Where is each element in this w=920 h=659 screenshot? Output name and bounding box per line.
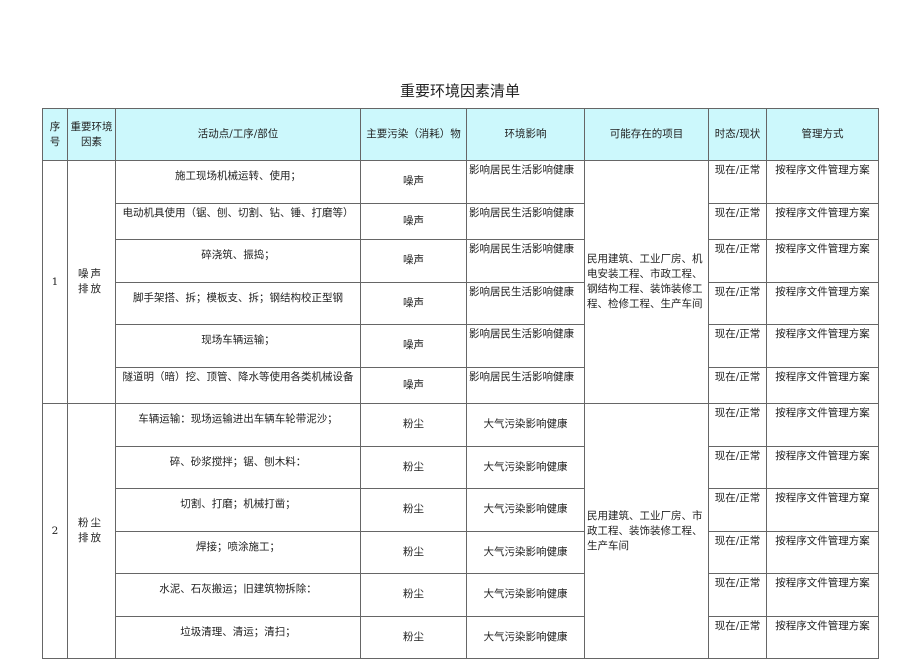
activity-cell: 焊接；喷涂施工；: [115, 530, 361, 574]
projects-cell: 民用建筑、工业厂房、市政工程、装饰装修工程、生产车间: [584, 403, 709, 659]
management-cell: 按程序文件管理方案: [766, 530, 879, 574]
pollutant-cell: 粉尘: [360, 573, 467, 617]
header-no: 序号: [42, 108, 68, 161]
document-title: 重要环境因素清单: [399, 82, 520, 100]
management-cell: 按程序文件管理方案: [766, 366, 879, 404]
table-row: 隧道明（暗）挖、顶管、降水等使用各类机械设备 噪声 影响居民生活影响健康 现在/正常按…: [43, 366, 879, 404]
table-row: 脚手架搭、拆；模板支、拆；钢结构校正型钢 噪声 影响居民生活影响健康 现在/正常 按程序…: [43, 281, 879, 325]
state-cell: 现在/正常: [708, 160, 767, 204]
table-row: 水泥、石灰搬运；旧建筑物拆除： 粉尘 大气污染影响健康 现在/正常 按程序文件管理方案: [43, 573, 879, 617]
activity-cell: 现场车辆运输；: [115, 324, 361, 368]
row-number: 1: [42, 160, 68, 404]
impact-cell: 影响居民生活影响健康: [466, 239, 585, 283]
activity-cell: 垃圾清理、清运；清扫；: [115, 615, 361, 659]
state-cell: 现在/正常: [708, 573, 767, 617]
pollutant-cell: 噪声: [360, 160, 467, 204]
pollutant-cell: 噪声: [360, 202, 467, 240]
pollutant-cell: 粉尘: [360, 403, 467, 447]
activity-cell: 碎、砂浆搅拌；锯、刨木料：: [115, 445, 361, 489]
environmental-factors-table: 序号 重要环境因素 活动点/工序/部位 主要污染（消耗）物 环境影响 可能存在的…: [42, 108, 879, 659]
environmental-factor: 粉尘排放: [67, 403, 116, 659]
impact-cell: 大气污染影响健康: [466, 445, 585, 489]
management-cell: 按程序文件管理方案: [766, 202, 879, 240]
activity-cell: 切割、打磨；机械打凿；: [115, 488, 361, 532]
impact-cell: 影响居民生活影响健康: [466, 366, 585, 404]
state-cell: 现在/正常: [708, 366, 767, 404]
header-impact: 环境影响: [466, 108, 585, 161]
impact-cell: 影响居民生活影响健康: [466, 160, 585, 204]
management-cell: 按程序文件管理方案: [766, 573, 879, 617]
projects-cell: 民用建筑、工业厂房、机电安装工程、市政工程、钢结构工程、装饰装修工程、检修工程、…: [584, 160, 709, 404]
impact-cell: 大气污染影响健康: [466, 530, 585, 574]
table-row: 碎浇筑、振捣； 噪声 影响居民生活影响健康 现在/正常 按程序文件管理方案: [43, 239, 879, 283]
pollutant-cell: 噪声: [360, 366, 467, 404]
table-row: 电动机具使用（锯、刨、切割、钻、锤、打磨等） 噪声 影响居民生活影响健康 现在/正常按…: [43, 202, 879, 240]
header-row: 序号 重要环境因素 活动点/工序/部位 主要污染（消耗）物 环境影响 可能存在的…: [42, 108, 879, 161]
state-cell: 现在/正常: [708, 445, 767, 489]
state-cell: 现在/正常: [708, 239, 767, 283]
management-cell: 按程序文件管理方案: [766, 239, 879, 283]
management-cell: 按程序文件管理方案: [766, 403, 879, 447]
header-pollutant: 主要污染（消耗）物: [360, 108, 467, 161]
management-cell: 按程序文件管理方案: [766, 324, 879, 368]
table-row: 1 噪声排放 施工现场机械运转、使用； 噪声 影响居民生活影响健康 民用建筑、工业厂房、机…: [42, 160, 879, 404]
impact-cell: 影响居民生活影响健康: [466, 281, 585, 325]
impact-cell: 影响居民生活影响健康: [466, 324, 585, 368]
state-cell: 现在/正常: [708, 324, 767, 368]
pollutant-cell: 噪声: [360, 239, 467, 283]
header-factor: 重要环境因素: [67, 108, 116, 161]
management-cell: 按程序文件管理方案: [766, 445, 879, 489]
activity-cell: 脚手架搭、拆；模板支、拆；钢结构校正型钢: [115, 281, 361, 325]
pollutant-cell: 粉尘: [360, 445, 467, 489]
state-cell: 现在/正常: [708, 488, 767, 532]
management-cell: 按程序文件管理方案: [766, 615, 879, 659]
header-management: 管理方式: [766, 108, 879, 161]
pollutant-cell: 粉尘: [360, 488, 467, 532]
table-row: 垃圾清理、清运；清扫； 粉尘 大气污染影响健康 现在/正常 按程序文件管理方案: [43, 615, 879, 659]
row-number: 2: [42, 403, 68, 659]
pollutant-cell: 粉尘: [360, 530, 467, 574]
management-cell: 按程序文件管理方案: [766, 160, 879, 204]
impact-cell: 大气污染影响健康: [466, 573, 585, 617]
impact-cell: 大气污染影响健康: [466, 403, 585, 447]
table-row: 切割、打磨；机械打凿； 粉尘 大气污染影响健康 现在/正常 按程序文件管理方窠: [43, 488, 879, 532]
state-cell: 现在/正常: [708, 530, 767, 574]
activity-cell: 水泥、石灰搬运；旧建筑物拆除：: [115, 573, 361, 617]
activity-cell: 隧道明（暗）挖、顶管、降水等使用各类机械设备: [115, 366, 361, 404]
header-activity: 活动点/工序/部位: [115, 108, 361, 161]
pollutant-cell: 噪声: [360, 281, 467, 325]
state-cell: 现在/正常: [708, 202, 767, 240]
pollutant-cell: 噪声: [360, 324, 467, 368]
table-row: 碎、砂浆搅拌；锯、刨木料： 粉尘 大气污染影响健康 现在/正常 按程序文件管理方案: [43, 445, 879, 489]
state-cell: 现在/正常: [708, 403, 767, 447]
impact-cell: 影响居民生活影响健康: [466, 202, 585, 240]
management-cell: 按程序文件管理方案: [766, 281, 879, 325]
table-row: 2 粉尘排放 车辆运输：现场运输进出车辆车轮带泥沙； 粉尘 大气污染影响健康 民用建筑、工…: [42, 403, 879, 659]
impact-cell: 大气污染影响健康: [466, 615, 585, 659]
activity-cell: 施工现场机械运转、使用；: [115, 160, 361, 204]
state-cell: 现在/正常: [708, 615, 767, 659]
impact-cell: 大气污染影响健康: [466, 488, 585, 532]
header-projects: 可能存在的项目: [584, 108, 709, 161]
activity-cell: 电动机具使用（锯、刨、切割、钻、锤、打磨等）: [115, 202, 361, 240]
table-row: 焊接；喷涂施工； 粉尘 大气污染影响健康 现在/正常 按程序文件管理方案: [43, 530, 879, 574]
activity-cell: 碎浇筑、振捣；: [115, 239, 361, 283]
environmental-factor: 噪声排放: [67, 160, 116, 404]
table-row: 现场车辆运输； 噪声 影响居民生活影响健康 现在/正常 按程序文件管理方案: [43, 324, 879, 368]
management-cell: 按程序文件管理方窠: [766, 488, 879, 532]
pollutant-cell: 粉尘: [360, 615, 467, 659]
state-cell: 现在/正常: [708, 281, 767, 325]
activity-cell: 车辆运输：现场运输进出车辆车轮带泥沙；: [115, 403, 361, 447]
header-state: 时态/现状: [708, 108, 767, 161]
